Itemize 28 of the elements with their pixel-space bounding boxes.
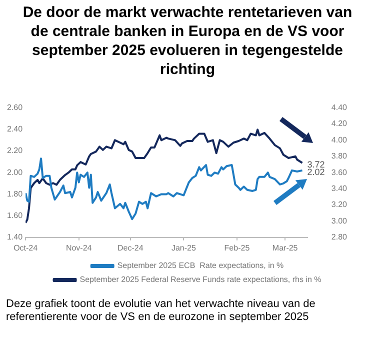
y2-tick-label: 3.20	[331, 200, 348, 210]
y-tick-label: 1.40	[6, 232, 24, 242]
x-tick-label: Jan-25	[171, 243, 196, 252]
y-tick-label: 2.40	[6, 124, 24, 134]
legend-label: September 2025 Federal Reserve Funds rate expectations, rhs in %	[80, 275, 322, 284]
x-tick-label: Oct-24	[14, 243, 38, 252]
x-tick-label: Dec-24	[118, 243, 144, 252]
y2-tick-label: 3.80	[331, 152, 348, 161]
y-tick-label: 1.80	[6, 189, 24, 198]
y-tick-label: 2.60	[6, 103, 24, 112]
y2-tick-label: 4.00	[331, 135, 348, 144]
y2-tick-label: 4.20	[331, 119, 348, 128]
y-tick-label: 2.20	[6, 146, 24, 156]
text: Deze grafiek toont de evolutie van het verwachte niveau van de referentierente voor de VS en de eurozone in september 2025	[6, 298, 316, 324]
y2-tick-label: 2.80	[331, 232, 348, 242]
y2-tick-label: 3.00	[331, 216, 348, 226]
data-label: 2.02	[307, 166, 325, 177]
y2-tick-label: 3.40	[331, 184, 348, 194]
y2-tick-label: 3.60	[331, 168, 348, 177]
chart-title: De door de markt verwachte rentetarieven van de centrale banken in Europa en de VS voor september 2025 evolueren in tegengestelde richting	[22, 3, 354, 79]
x-tick-label: Mar-25	[272, 243, 298, 252]
x-tick-label: Nov-24	[66, 243, 92, 252]
legend-label: September 2025 ECB Rate expectations, in %	[117, 261, 284, 270]
data-label: 3.72	[307, 159, 325, 170]
x-tick-label: Feb-25	[224, 243, 250, 252]
y-tick-label: 1.60	[6, 211, 24, 220]
y2-tick-label: 4.40	[331, 103, 348, 112]
y-tick-label: 2.00	[6, 168, 24, 177]
